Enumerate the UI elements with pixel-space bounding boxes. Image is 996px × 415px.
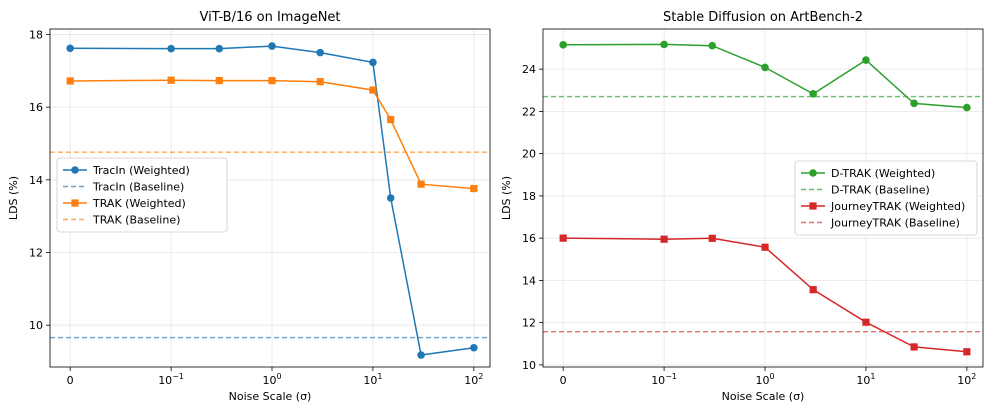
data-point bbox=[167, 44, 175, 53]
data-point bbox=[809, 286, 817, 294]
data-point bbox=[66, 77, 74, 85]
data-point bbox=[910, 99, 918, 108]
legend-label: D-TRAK (Weighted) bbox=[831, 167, 935, 180]
x-axis-label: Noise Scale (σ) bbox=[722, 390, 805, 403]
data-point bbox=[559, 234, 567, 242]
plot-frame bbox=[49, 28, 491, 368]
legend-label: D-TRAK (Baseline) bbox=[831, 184, 930, 197]
x-tick-label: 100 bbox=[755, 372, 774, 387]
legend-label: TracIn (Weighted) bbox=[92, 164, 190, 177]
y-tick-label: 20 bbox=[522, 148, 536, 161]
data-point bbox=[809, 90, 817, 98]
data-point bbox=[386, 194, 395, 202]
y-tick-label: 18 bbox=[522, 190, 536, 203]
data-point bbox=[862, 318, 870, 326]
data-point bbox=[862, 56, 870, 64]
data-point bbox=[761, 243, 769, 251]
legend-label: JourneyTRAK (Weighted) bbox=[830, 200, 965, 213]
series-line bbox=[563, 43, 967, 109]
y-tick-label: 16 bbox=[29, 101, 43, 114]
data-point bbox=[268, 42, 276, 50]
legend-marker bbox=[809, 169, 817, 177]
plot-frame bbox=[542, 28, 984, 368]
data-point bbox=[660, 235, 668, 243]
legend-label: JourneyTRAK (Baseline) bbox=[830, 217, 960, 230]
legend: D-TRAK (Weighted) D-TRAK (Baseline) Journe… bbox=[794, 160, 978, 236]
y-tick-label: 22 bbox=[522, 105, 536, 118]
x-tick-label: 102 bbox=[957, 372, 976, 387]
y-tick-label: 10 bbox=[522, 359, 536, 372]
y-tick-label: 18 bbox=[29, 28, 43, 41]
x-tick-label: 0 bbox=[67, 374, 74, 387]
data-point bbox=[167, 76, 175, 84]
chart-title: Stable Diffusion on ArtBench-2 bbox=[663, 10, 863, 25]
x-tick-label: 101 bbox=[363, 372, 382, 387]
data-point bbox=[559, 41, 567, 49]
x-tick-label: 10−1 bbox=[158, 372, 184, 387]
legend-marker bbox=[71, 166, 79, 174]
data-point bbox=[761, 63, 769, 72]
data-point bbox=[316, 48, 324, 57]
data-point bbox=[417, 351, 425, 359]
x-tick-label: 102 bbox=[464, 372, 483, 387]
legend-box bbox=[794, 160, 978, 236]
legend-label: TRAK (Baseline) bbox=[92, 214, 180, 227]
data-point bbox=[963, 348, 971, 356]
legend-label: TRAK (Weighted) bbox=[92, 197, 186, 210]
data-point bbox=[417, 180, 425, 188]
x-tick-label: 10−1 bbox=[651, 372, 677, 387]
legend-label: TracIn (Baseline) bbox=[92, 181, 184, 194]
x-tick-label: 101 bbox=[856, 372, 875, 387]
data-point bbox=[708, 41, 717, 50]
data-point bbox=[268, 77, 276, 85]
y-tick-label: 10 bbox=[29, 319, 43, 332]
y-tick-label: 12 bbox=[29, 247, 43, 260]
y-tick-label: 14 bbox=[522, 274, 536, 287]
y-axis-label: LDS (%) bbox=[7, 176, 20, 220]
data-point bbox=[910, 343, 918, 351]
data-point bbox=[316, 78, 324, 86]
data-point bbox=[215, 44, 224, 53]
x-tick-label: 100 bbox=[262, 372, 281, 387]
data-point bbox=[387, 115, 395, 124]
data-point bbox=[66, 44, 74, 53]
chart-2: Stable Diffusion on ArtBench-2 10 12 14 16 18… bbox=[500, 10, 984, 403]
data-point bbox=[963, 103, 971, 112]
data-point bbox=[215, 77, 223, 85]
legend-marker bbox=[809, 202, 817, 210]
chart-1: ViT-B/16 on ImageNet 10 12 14 16 18 0 10−1 100 10… bbox=[7, 10, 491, 403]
y-axis-label: LDS (%) bbox=[500, 176, 513, 220]
legend: TracIn (Weighted) TracIn (Baseline) TRAK (… bbox=[56, 157, 228, 233]
chart-title: ViT-B/16 on ImageNet bbox=[199, 10, 340, 25]
data-point bbox=[369, 58, 377, 67]
x-axis-label: Noise Scale (σ) bbox=[229, 390, 312, 403]
data-point bbox=[708, 234, 716, 242]
y-tick-label: 16 bbox=[522, 232, 536, 245]
y-tick-label: 12 bbox=[522, 317, 536, 330]
y-tick-label: 14 bbox=[29, 174, 43, 187]
series-line bbox=[563, 237, 967, 353]
data-point bbox=[470, 184, 478, 193]
legend-box bbox=[56, 157, 228, 233]
legend-marker bbox=[71, 199, 79, 207]
data-point bbox=[660, 40, 668, 49]
data-point bbox=[470, 343, 478, 352]
data-point bbox=[369, 86, 377, 94]
y-tick-label: 24 bbox=[522, 63, 536, 76]
x-tick-label: 0 bbox=[560, 374, 567, 387]
